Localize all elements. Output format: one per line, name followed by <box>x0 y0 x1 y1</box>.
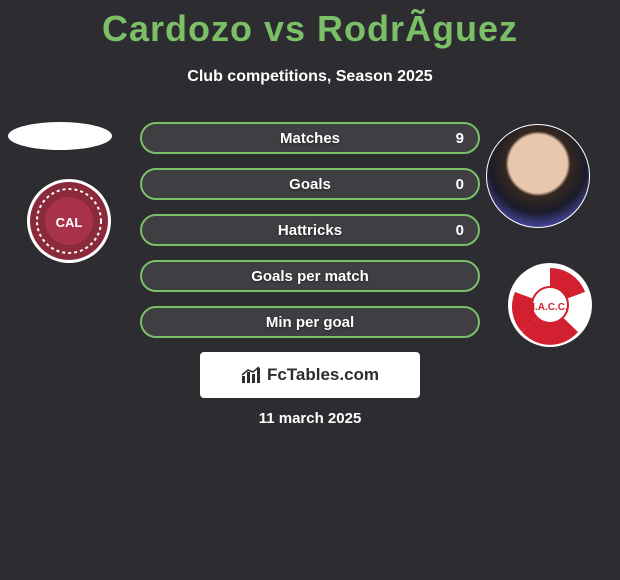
stat-row-goals-per-match: Goals per match <box>140 260 480 292</box>
stat-right-value: 0 <box>456 222 464 239</box>
stat-row-goals: Goals 0 <box>140 168 480 200</box>
fctables-logo: FcTables.com <box>200 352 420 398</box>
subtitle: Club competitions, Season 2025 <box>0 68 620 86</box>
logo-text: FcTables.com <box>267 365 379 385</box>
stat-label: Goals per match <box>251 268 369 285</box>
stat-label: Goals <box>289 176 331 193</box>
lanus-crest: CAL <box>20 178 118 264</box>
stat-row-min-per-goal: Min per goal <box>140 306 480 338</box>
svg-text:CAL: CAL <box>56 215 83 230</box>
stat-label: Matches <box>280 130 340 147</box>
player-cardozo-avatar <box>8 122 112 150</box>
lanus-crest-svg: CAL <box>20 178 118 264</box>
stats-panel: Matches 9 Goals 0 Hattricks 0 Goals per … <box>140 122 480 338</box>
stat-right-value: 9 <box>456 130 464 147</box>
page-title: Cardozo vs RodrÃ­guez <box>0 0 620 50</box>
instituto-crest: I.A.C.C. <box>500 262 600 348</box>
svg-text:I.A.C.C.: I.A.C.C. <box>532 302 568 313</box>
stat-right-value: 0 <box>456 176 464 193</box>
stat-label: Min per goal <box>266 314 354 331</box>
date-text: 11 march 2025 <box>0 410 620 427</box>
stat-label: Hattricks <box>278 222 342 239</box>
instituto-crest-svg: I.A.C.C. <box>500 262 600 348</box>
chart-bars-icon <box>241 366 263 384</box>
stat-row-matches: Matches 9 <box>140 122 480 154</box>
stat-row-hattricks: Hattricks 0 <box>140 214 480 246</box>
player-rodriguez-avatar <box>486 124 590 228</box>
